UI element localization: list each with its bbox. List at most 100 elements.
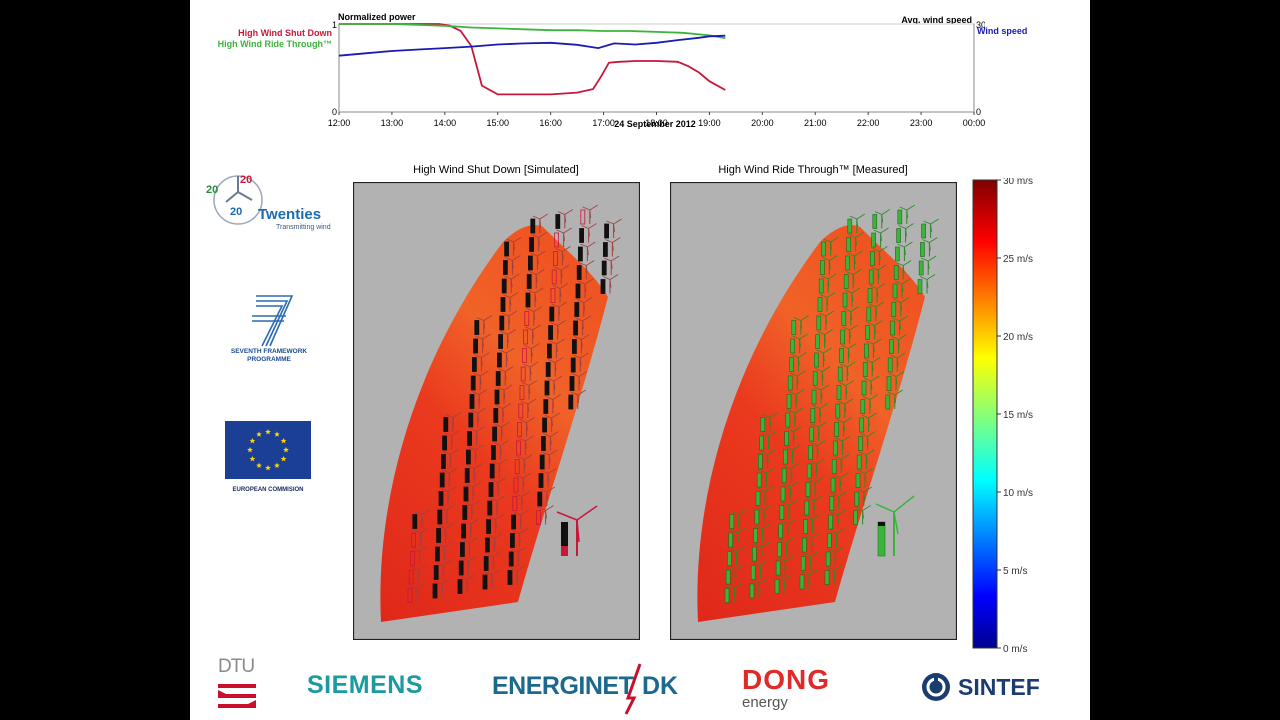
turbine-icon [548, 320, 566, 340]
turbine-icon [754, 504, 773, 525]
turbine-icon [846, 232, 864, 252]
turbine-icon [799, 569, 818, 590]
turbine-icon [845, 250, 863, 271]
turbine-icon [519, 380, 538, 400]
turbine-icon [789, 352, 807, 372]
turbine-icon [517, 417, 535, 437]
turbine-icon [853, 505, 871, 525]
turbine-icon [442, 430, 460, 451]
turbine-icon [549, 301, 568, 322]
turbine-icon [433, 560, 452, 580]
turbine-icon [895, 241, 913, 262]
turbine-icon [778, 518, 796, 539]
turbine-icon [525, 287, 544, 308]
x-tick-label: 18:00 [645, 118, 668, 128]
turbine-icon [552, 246, 571, 266]
turbine-icon [484, 532, 503, 553]
turbine-icon [443, 412, 462, 432]
turbine-icon [569, 371, 588, 391]
turbine-icon [526, 269, 545, 289]
turbine-icon [472, 352, 490, 372]
left-legend-turbine-icon [556, 505, 598, 556]
turbine-icon [577, 241, 596, 262]
twenties-num-left: 20 [206, 184, 219, 196]
turbine-icon [824, 565, 843, 585]
turbine-icon [867, 283, 886, 303]
turbine-icon [483, 551, 502, 571]
turbine-icon [544, 375, 563, 396]
chart-title-right: Avg. wind speed [901, 15, 972, 25]
turbine-icon [842, 287, 861, 308]
turbine-icon [546, 338, 565, 359]
turbine-icon [862, 357, 881, 377]
turbine-icon [810, 403, 829, 423]
turbine-icon [783, 444, 801, 465]
turbine-icon [885, 389, 904, 410]
turbine-icon [896, 223, 914, 243]
turbine-icon [570, 352, 589, 373]
turbine-icon [855, 468, 874, 488]
turbine-icon [438, 486, 457, 506]
turbine-icon [512, 491, 531, 511]
x-tick-label: 19:00 [698, 118, 721, 128]
turbine-icon [825, 546, 844, 567]
left-map-title: High Wind Shut Down [Simulated] [413, 164, 579, 176]
x-tick-label: 15:00 [486, 118, 509, 128]
turbine-icon [865, 320, 883, 340]
turbine-icon [891, 297, 910, 317]
turbine-icon [464, 463, 483, 483]
turbine-icon [749, 578, 768, 599]
turbine-icon [463, 481, 482, 502]
sintef-emblem-icon [922, 673, 950, 701]
turbine-icon [750, 560, 769, 580]
legend-ridethrough: High Wind Ride Through™ [217, 39, 332, 49]
turbine-icon [800, 551, 819, 571]
twenties-num-bottom: 20 [230, 206, 243, 218]
colorbar: 0 m/s 5 m/s 10 m/s 15 m/s 20 m/s 25 m/s 30 m/s [972, 178, 1033, 655]
turbine-icon [889, 334, 907, 354]
turbine-icon [511, 509, 529, 530]
eu-star [283, 447, 289, 453]
colorbar-tick-label: 25 m/s [1003, 254, 1033, 265]
turbine-icon [834, 417, 852, 437]
turbine-icon [790, 333, 808, 354]
turbine-icon [529, 232, 547, 252]
turbine-icon [808, 440, 826, 460]
turbine-icon [435, 541, 453, 562]
turbine-icon [470, 370, 489, 391]
turbine-icon [787, 370, 806, 391]
right-wind-field [697, 225, 925, 622]
turbine-icon [812, 366, 831, 386]
turbine-icon [827, 528, 845, 548]
turbine-icon [816, 310, 835, 331]
y-left-tick-top: 1 [332, 20, 337, 30]
colorbar-tick-label: 10 m/s [1003, 488, 1033, 499]
dtu-text: DTU [218, 656, 255, 677]
turbine-icon [492, 421, 510, 442]
sintef-text: SINTEF [958, 674, 1040, 700]
eu-star [274, 431, 280, 437]
turbine-icon [411, 527, 429, 548]
x-tick-label: 00:00 [963, 118, 985, 128]
turbine-icon [486, 514, 504, 534]
turbine-icon [803, 514, 821, 534]
turbine-icon [836, 380, 855, 400]
right-wind-map [670, 182, 957, 640]
turbine-icon [513, 472, 532, 493]
dtu-logo: DTU [218, 656, 258, 718]
turbine-icon [843, 269, 862, 289]
turbine-icon [468, 407, 487, 428]
turbine-icon [523, 324, 541, 345]
turbine-icon [805, 477, 824, 497]
turbine-icon [802, 532, 820, 553]
turbine-icon [791, 315, 810, 335]
turbine-icon [833, 435, 851, 456]
colorbar-tick-label: 30 m/s [1003, 178, 1033, 187]
x-tick-label: 14:00 [434, 118, 457, 128]
eu-flag-icon [225, 421, 311, 479]
turbine-icon [835, 398, 854, 419]
turbine-icon [872, 209, 891, 229]
turbine-icon [815, 329, 833, 349]
turbine-icon [831, 454, 850, 474]
turbine-icon [575, 278, 594, 299]
